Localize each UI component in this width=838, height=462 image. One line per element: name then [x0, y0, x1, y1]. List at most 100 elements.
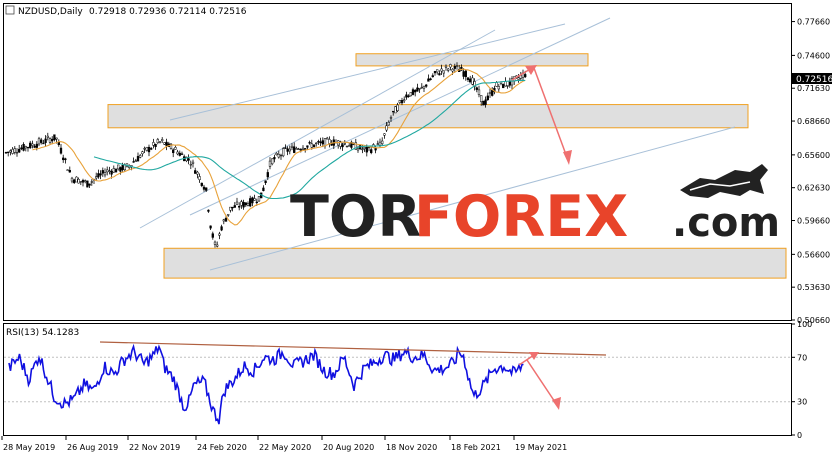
rsi-forecast-arrow-up	[518, 354, 535, 366]
candle-body	[59, 147, 63, 154]
candle-body	[218, 233, 221, 236]
candle-body	[205, 187, 208, 191]
candle-body	[103, 172, 107, 176]
candle-body	[350, 141, 353, 148]
candle-body	[433, 71, 437, 74]
candle-body	[178, 152, 181, 156]
candle-body	[97, 173, 100, 178]
time-tick-label: 20 Aug 2020	[323, 443, 374, 452]
candle-body	[471, 77, 474, 85]
candle-body	[374, 148, 377, 151]
candle-body	[231, 206, 234, 209]
time-tick-label: 24 Feb 2020	[197, 443, 247, 452]
support-resistance-zone	[107, 104, 749, 129]
rsi-forecast-arrowhead	[529, 352, 539, 360]
candle-body	[378, 141, 382, 146]
candle-body	[99, 173, 102, 176]
candle-body	[447, 68, 450, 71]
candle-body	[110, 170, 113, 175]
candle-body	[416, 87, 419, 92]
chart-menu-icon[interactable]	[5, 5, 15, 15]
price-tick-label: 0.68660	[797, 117, 830, 126]
candle-body	[438, 73, 441, 76]
candle-body	[345, 145, 349, 148]
candle-body	[185, 156, 188, 162]
candle-body	[62, 157, 65, 161]
candle-body	[251, 197, 254, 204]
candle-body	[506, 85, 509, 87]
candle-body	[88, 183, 91, 186]
candle-body	[134, 160, 137, 162]
support-resistance-zone	[355, 53, 589, 67]
time-tick-label: 18 Feb 2021	[451, 443, 501, 452]
candle-body	[381, 140, 384, 144]
candle-body	[81, 180, 85, 183]
candle-body	[255, 201, 258, 204]
candle-body	[480, 95, 483, 102]
candle-body	[323, 138, 327, 147]
candle-body	[46, 135, 49, 138]
rsi-tick-label: 30	[797, 398, 807, 407]
rsi-trend-line	[99, 341, 607, 356]
time-axis: 28 May 2019 26 Aug 2019 22 Nov 2019 24 Feb …	[1, 436, 567, 452]
candle-body	[392, 110, 395, 113]
candle-body	[385, 125, 388, 131]
candle-body	[339, 141, 342, 147]
candle-body	[194, 170, 197, 174]
candle-body	[400, 100, 404, 104]
candle-body	[136, 156, 140, 162]
candle-body	[524, 74, 527, 78]
candle-body	[29, 142, 32, 149]
candle-body	[376, 143, 379, 145]
candle-body	[222, 219, 225, 222]
candle-body	[79, 181, 82, 183]
candle-body	[308, 142, 311, 144]
candle-body	[466, 77, 470, 80]
candle-body	[70, 177, 74, 182]
candle-body	[42, 142, 45, 145]
candle-body	[202, 186, 206, 190]
candle-body	[293, 146, 296, 153]
rsi-axis: 100 70 30 0	[791, 320, 812, 440]
candle-body	[279, 154, 283, 157]
candle-body	[4, 152, 8, 154]
candle-body	[495, 82, 498, 87]
support-resistance-zone	[163, 247, 787, 279]
candle-body	[326, 137, 329, 140]
moving-average-slow	[93, 79, 526, 200]
candle-body	[301, 147, 305, 150]
candle-body	[365, 147, 368, 153]
candle-body	[264, 180, 267, 184]
candle-body	[75, 176, 78, 183]
candle-body	[158, 141, 162, 143]
watermark-forex: FOREX	[414, 184, 628, 250]
candle-body	[271, 158, 274, 165]
candle-body	[414, 90, 417, 93]
candle-body	[469, 78, 472, 83]
candle-body	[238, 206, 241, 208]
candle-body	[48, 138, 52, 143]
watermark-tor: TOR	[290, 184, 421, 250]
bull-icon	[680, 164, 768, 198]
candle-body	[18, 148, 21, 153]
time-tick-label: 28 May 2019	[3, 443, 55, 452]
candle-body	[418, 88, 421, 90]
price-tick-label: 0.56600	[797, 250, 830, 259]
candle-body	[427, 78, 430, 82]
candle-body	[143, 148, 146, 150]
time-tick-label: 18 Nov 2020	[386, 443, 437, 452]
candle-body	[453, 66, 456, 69]
price-tick-label: 0.74600	[797, 51, 830, 60]
candle-body	[317, 141, 320, 143]
candle-body	[145, 147, 148, 151]
ohlc-values: 0.72918 0.72936 0.72114 0.72516	[89, 7, 247, 17]
candle-body	[68, 170, 71, 173]
candle-body	[288, 148, 291, 152]
rsi-title: RSI(13) 54.1283	[6, 328, 79, 338]
candle-body	[172, 149, 175, 154]
candle-body	[297, 148, 300, 150]
candle-body	[455, 65, 459, 67]
candle-body	[403, 99, 406, 102]
candle-body	[343, 143, 346, 145]
candle-body	[363, 147, 366, 149]
